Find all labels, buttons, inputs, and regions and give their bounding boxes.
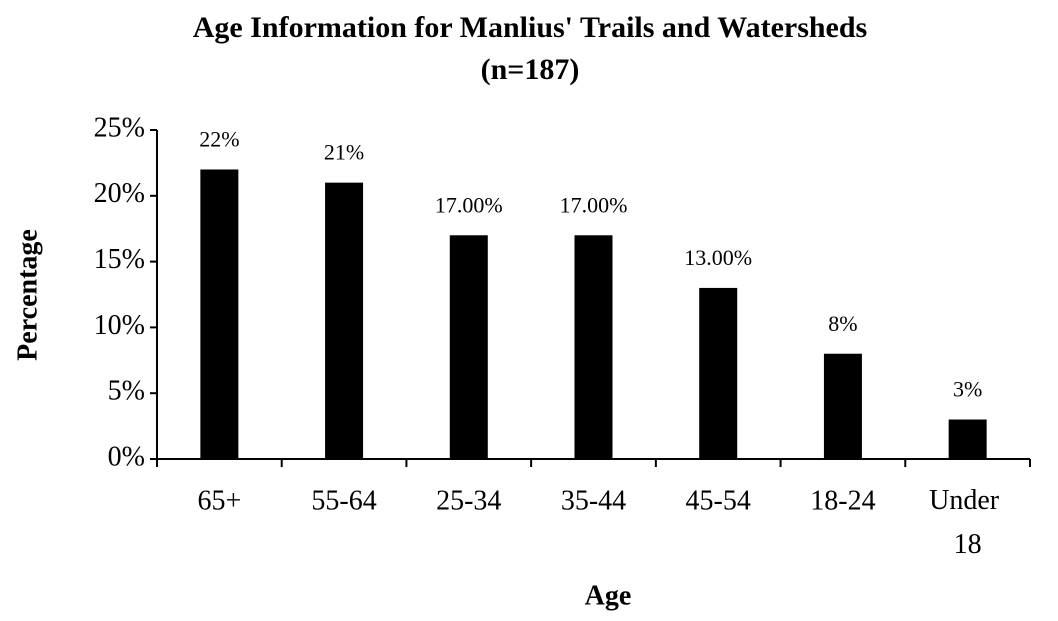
x-axis-title: Age (585, 580, 632, 611)
data-label: 17.00% (435, 192, 503, 217)
bar (948, 419, 987, 459)
y-tick-label: 0% (108, 441, 145, 472)
data-label: 8% (828, 311, 857, 336)
chart-title: Age Information for Manlius' Trails and … (193, 11, 868, 44)
data-label: 21% (324, 140, 364, 165)
y-axis-title: Percentage (12, 229, 43, 361)
data-label: 13.00% (684, 245, 752, 270)
bar (823, 353, 862, 459)
y-tick-label: 25% (94, 112, 145, 143)
bar (574, 235, 613, 459)
x-tick-label: 35-44 (561, 485, 626, 516)
x-tick-label: 55-64 (311, 485, 376, 516)
data-label: 22% (199, 127, 239, 152)
y-tick-label: 5% (108, 376, 145, 407)
y-tick-label: 20% (94, 178, 145, 209)
chart-subtitle: (n=187) (481, 53, 580, 86)
y-tick-label: 10% (94, 310, 145, 341)
bar (200, 169, 239, 460)
x-tick-label: 45-54 (686, 485, 751, 516)
data-label: 3% (953, 377, 982, 402)
x-tick-label: 18-24 (810, 485, 875, 516)
bar (449, 235, 488, 459)
data-label: 17.00% (560, 192, 628, 217)
y-tick-label: 15% (94, 244, 145, 275)
x-tick-label: 25-34 (436, 485, 501, 516)
bar (699, 287, 738, 459)
x-tick-label: Under 18 (929, 485, 1006, 560)
bar (325, 182, 364, 459)
x-tick-label: 65+ (197, 485, 241, 516)
